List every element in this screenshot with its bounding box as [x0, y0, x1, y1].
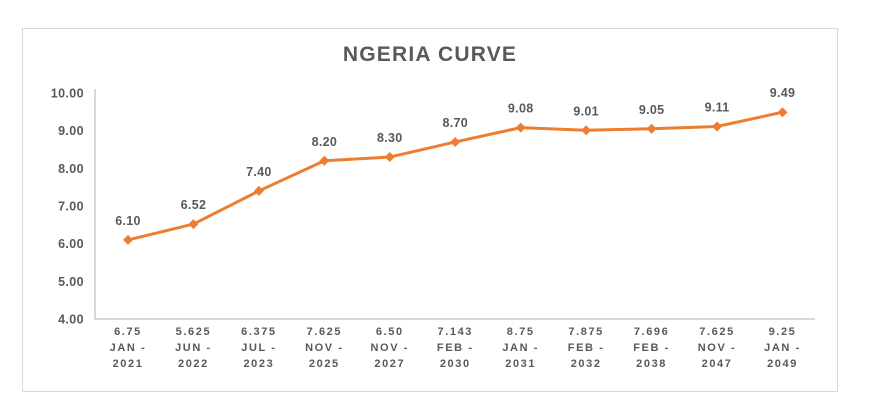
data-point-marker	[384, 152, 395, 163]
data-label: 6.10	[115, 214, 141, 228]
data-point-marker	[188, 219, 199, 230]
line-chart-plot: 10.00 9.00 8.00 7.00 6.00 5.00 4.00 6.75 JAN -20…	[51, 86, 815, 370]
y-tick-label: 9.00	[58, 124, 84, 138]
data-point-marker	[450, 136, 461, 147]
chart-frame: NGERIA CURVE 10.00 9.00 8.00 7.00 6.00 5.00 4.…	[22, 28, 838, 392]
x-tick-label: 7.625 NOV -2047	[698, 326, 737, 370]
data-label: 6.52	[181, 198, 207, 212]
data-label: 9.11	[705, 101, 730, 115]
data-point-marker	[646, 123, 657, 134]
x-axis-labels: 6.75 JAN -2021 5.625 JUN -2022 6.375 JUL -202…	[110, 326, 801, 370]
series-line	[126, 110, 784, 242]
y-tick-label: 7.00	[58, 200, 84, 214]
data-point-marker	[253, 185, 264, 196]
data-label: 7.40	[246, 165, 272, 179]
data-point-marker	[777, 107, 788, 118]
data-label: 9.05	[639, 103, 665, 117]
series-markers	[123, 107, 788, 245]
y-tick-label: 6.00	[58, 237, 84, 251]
data-label: 9.49	[770, 86, 796, 100]
x-tick-label: 9.25 JAN -2049	[764, 326, 801, 370]
data-point-marker	[581, 125, 592, 136]
data-point-marker	[123, 234, 133, 245]
data-label: 8.70	[442, 116, 468, 130]
x-tick-label: 6.375 JUL -2023	[241, 326, 277, 370]
x-tick-label: 5.625 JUN -2022	[175, 326, 212, 370]
x-tick-label: 7.696 FEB -2038	[633, 326, 670, 370]
x-tick-label: 7.625 NOV -2025	[305, 326, 344, 370]
data-point-marker	[319, 155, 330, 166]
data-labels: 6.10 6.52 7.40 8.20 8.30 8.70 9.08 9.01 9.05 9.11…	[115, 86, 795, 228]
x-tick-label: 7.875 FEB -2032	[568, 326, 605, 370]
chart-title: NGERIA CURVE	[342, 43, 518, 66]
y-tick-label: 5.00	[58, 275, 84, 289]
x-tick-label: 6.75 JAN -2021	[110, 326, 147, 370]
data-label: 8.20	[312, 135, 338, 149]
data-point-marker	[515, 122, 526, 133]
y-tick-label: 10.00	[51, 87, 84, 101]
y-axis-labels: 10.00 9.00 8.00 7.00 6.00 5.00 4.00	[51, 87, 84, 327]
x-tick-label: 7.143 FEB -2030	[437, 326, 474, 370]
x-tick-label: 6.50 NOV -2027	[371, 326, 410, 370]
y-tick-label: 4.00	[58, 313, 84, 327]
data-label: 8.30	[377, 131, 403, 145]
data-label: 9.01	[573, 104, 599, 118]
x-tick-label: 8.75 JAN -2031	[502, 326, 539, 370]
data-point-marker	[712, 121, 723, 132]
y-tick-label: 8.00	[58, 162, 84, 176]
data-label: 9.08	[508, 102, 534, 116]
